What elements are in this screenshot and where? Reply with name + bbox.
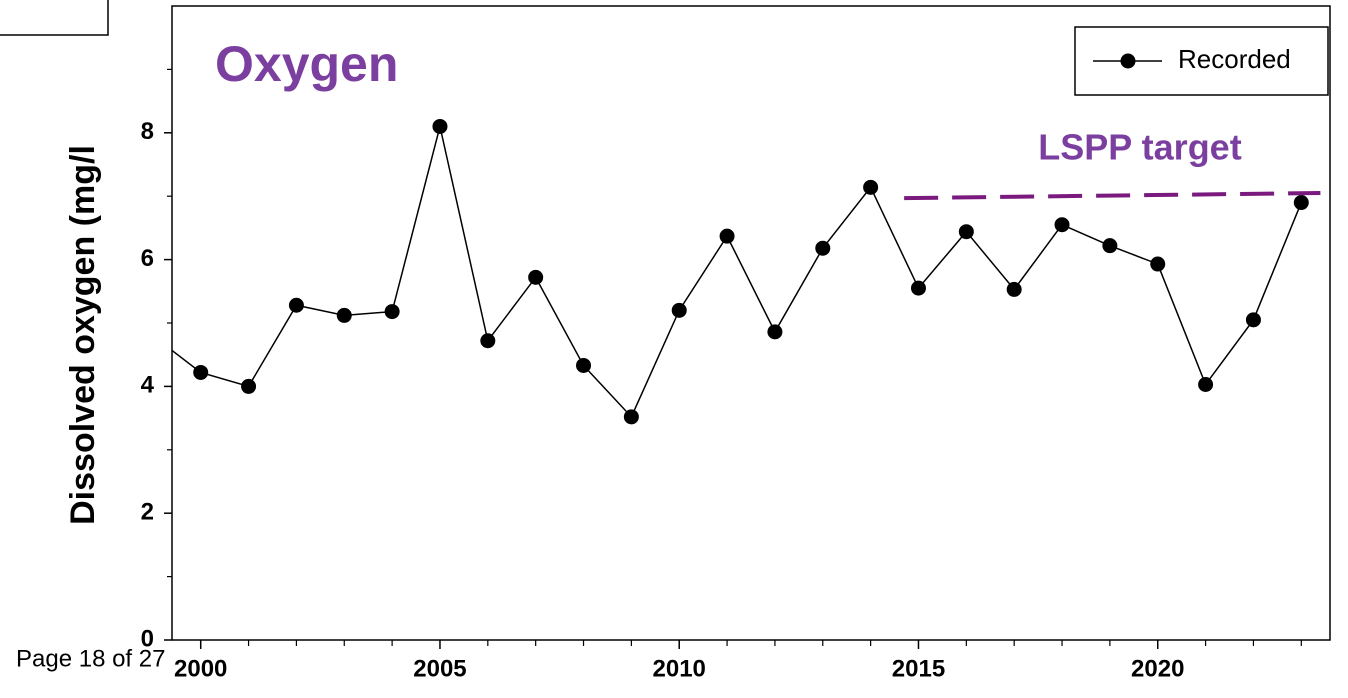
data-point: [958, 224, 974, 240]
data-point: [528, 269, 544, 285]
data-point: [1054, 217, 1070, 233]
cropped-box: [0, 0, 109, 36]
plot-frame: [171, 5, 1331, 641]
data-point: [432, 118, 448, 134]
data-point: [815, 240, 831, 256]
chart-title: Oxygen: [215, 36, 398, 92]
x-tick-label: 2000: [174, 655, 227, 682]
plot: [145, 118, 1321, 425]
data-point: [193, 364, 209, 380]
data-point: [863, 179, 879, 195]
data-point: [288, 297, 304, 313]
data-point: [1102, 238, 1118, 254]
data-point: [671, 302, 687, 318]
series-annotation: LSPP target: [1038, 127, 1241, 168]
data-point: [719, 228, 735, 244]
y-tick-label: 6: [141, 245, 154, 272]
data-point: [1245, 312, 1261, 328]
x-tick-label: 2010: [653, 655, 706, 682]
data-point: [1198, 376, 1214, 392]
data-point: [336, 307, 352, 323]
data-point: [384, 304, 400, 320]
data-point: [576, 357, 592, 373]
legend-label: Recorded: [1178, 44, 1291, 74]
y-tick-label: 2: [141, 499, 154, 526]
series-line: [172, 126, 1302, 419]
y-tick-label: 4: [141, 372, 155, 399]
data-point: [1006, 281, 1022, 297]
x-tick-label: 2020: [1131, 655, 1184, 682]
data-point: [480, 333, 496, 349]
data-point: [241, 378, 257, 394]
y-axis-label: Dissolved oxygen (mg/l: [64, 145, 102, 525]
x-tick-label: 2015: [892, 655, 945, 682]
series-line: [904, 191, 1321, 201]
data-point: [910, 280, 926, 296]
page-footer: Page 18 of 27: [16, 645, 165, 672]
data-point: [1150, 256, 1166, 272]
data-point: [1293, 195, 1309, 211]
legend-marker: [1120, 53, 1136, 69]
x-tick-label: 2005: [413, 655, 466, 682]
data-point: [145, 328, 160, 343]
data-point: [623, 409, 639, 425]
y-tick-label: 8: [141, 118, 154, 145]
data-point: [767, 324, 783, 340]
y-tick-label: 0: [141, 625, 154, 652]
